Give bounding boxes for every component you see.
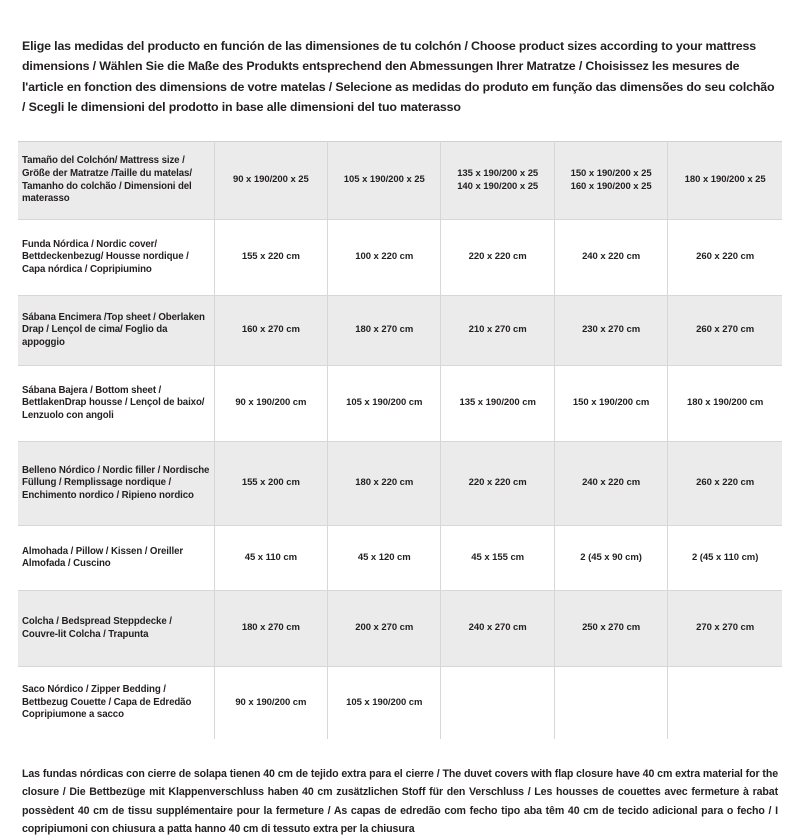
cell-top-sheet-180: 260 x 270 cm xyxy=(667,295,782,366)
cell-bottom-sheet-180: 180 x 190/200 cm xyxy=(667,365,782,442)
header-col-1-line1: 90 x 190/200 x 25 xyxy=(233,174,309,186)
table-row: Colcha / Bedspread Steppdecke / Couvre-l… xyxy=(18,590,782,667)
cell-pillow-135: 45 x 155 cm xyxy=(440,525,555,591)
row-label-pillow: Almohada / Pillow / Kissen / Oreiller Al… xyxy=(18,525,215,591)
cell-bottom-sheet-135: 135 x 190/200 cm xyxy=(440,365,555,442)
cell-bedspread-105: 200 x 270 cm xyxy=(327,590,441,667)
cell-nordic-cover-135: 220 x 220 cm xyxy=(440,219,555,296)
cell-nordic-cover-105: 100 x 220 cm xyxy=(327,219,441,296)
header-col-2-line1: 105 x 190/200 x 25 xyxy=(343,174,425,186)
cell-bedspread-150: 250 x 270 cm xyxy=(553,590,668,667)
header-col-2: 105 x 190/200 x 25 xyxy=(327,141,441,220)
product-size-guide-page: Elige las medidas del producto en funció… xyxy=(18,39,782,835)
cell-zipper-bedding-135 xyxy=(440,666,555,739)
cell-top-sheet-105: 180 x 270 cm xyxy=(327,295,441,366)
header-label-cell: Tamaño del Colchón/ Mattress size / Größ… xyxy=(18,141,215,220)
header-col-3-line1: 135 x 190/200 x 25 xyxy=(457,168,539,180)
cell-bottom-sheet-90: 90 x 190/200 cm xyxy=(213,365,328,442)
cell-nordic-filler-180: 260 x 220 cm xyxy=(667,441,782,526)
intro-paragraph: Elige las medidas del producto en funció… xyxy=(22,39,775,114)
row-label-bedspread: Colcha / Bedspread Steppdecke / Couvre-l… xyxy=(18,590,215,667)
cell-zipper-bedding-105: 105 x 190/200 cm xyxy=(327,666,441,739)
cell-pillow-105: 45 x 120 cm xyxy=(327,525,441,591)
cell-pillow-90: 45 x 110 cm xyxy=(213,525,328,591)
cell-nordic-cover-90: 155 x 220 cm xyxy=(213,219,328,296)
cell-nordic-filler-150: 240 x 220 cm xyxy=(553,441,668,526)
header-col-3-line2: 140 x 190/200 x 25 xyxy=(457,180,539,192)
header-col-3: 135 x 190/200 x 25 140 x 190/200 x 25 xyxy=(440,141,555,220)
row-label-zipper-bedding: Saco Nórdico / Zipper Bedding / Bettbezu… xyxy=(18,666,215,739)
row-label-nordic-cover: Funda Nórdica / Nordic cover/ Bettdecken… xyxy=(18,219,215,296)
cell-bedspread-180: 270 x 270 cm xyxy=(667,590,782,667)
mattress-size-table: Tamaño del Colchón/ Mattress size / Größ… xyxy=(18,141,782,739)
cell-zipper-bedding-150 xyxy=(553,666,668,739)
row-label-top-sheet: Sábana Encimera /Top sheet / Oberlaken D… xyxy=(18,295,215,366)
footnote-paragraph: Las fundas nórdicas con cierre de solapa… xyxy=(22,768,778,835)
table-header-row: Tamaño del Colchón/ Mattress size / Größ… xyxy=(18,141,782,220)
row-label-nordic-filler: Belleno Nórdico / Nordic filler / Nordis… xyxy=(18,441,215,526)
cell-zipper-bedding-90: 90 x 190/200 cm xyxy=(213,666,328,739)
cell-bottom-sheet-150: 150 x 190/200 cm xyxy=(553,365,668,442)
header-col-5-line1: 180 x 190/200 x 25 xyxy=(684,174,766,186)
table-row: Sábana Encimera /Top sheet / Oberlaken D… xyxy=(18,295,782,366)
cell-nordic-filler-105: 180 x 220 cm xyxy=(327,441,441,526)
table-row: Sábana Bajera / Bottom sheet / Bettlaken… xyxy=(18,365,782,442)
table-row: Almohada / Pillow / Kissen / Oreiller Al… xyxy=(18,525,782,591)
cell-nordic-filler-135: 220 x 220 cm xyxy=(440,441,555,526)
table-row: Saco Nórdico / Zipper Bedding / Bettbezu… xyxy=(18,666,782,739)
table-row: Belleno Nórdico / Nordic filler / Nordis… xyxy=(18,441,782,526)
cell-pillow-180: 2 (45 x 110 cm) xyxy=(667,525,782,591)
header-col-4: 150 x 190/200 x 25 160 x 190/200 x 25 xyxy=(553,141,668,220)
row-label-bottom-sheet: Sábana Bajera / Bottom sheet / Bettlaken… xyxy=(18,365,215,442)
header-col-4-line1: 150 x 190/200 x 25 xyxy=(570,168,652,180)
cell-bedspread-135: 240 x 270 cm xyxy=(440,590,555,667)
header-col-5: 180 x 190/200 x 25 xyxy=(667,141,782,220)
cell-top-sheet-90: 160 x 270 cm xyxy=(213,295,328,366)
cell-top-sheet-150: 230 x 270 cm xyxy=(553,295,668,366)
cell-bottom-sheet-105: 105 x 190/200 cm xyxy=(327,365,441,442)
cell-pillow-150: 2 (45 x 90 cm) xyxy=(553,525,668,591)
cell-zipper-bedding-180 xyxy=(667,666,782,739)
table-row: Funda Nórdica / Nordic cover/ Bettdecken… xyxy=(18,219,782,296)
cell-nordic-filler-90: 155 x 200 cm xyxy=(213,441,328,526)
cell-top-sheet-135: 210 x 270 cm xyxy=(440,295,555,366)
header-col-1: 90 x 190/200 x 25 xyxy=(213,141,328,220)
header-col-4-line2: 160 x 190/200 x 25 xyxy=(570,180,652,192)
cell-bedspread-90: 180 x 270 cm xyxy=(213,590,328,667)
cell-nordic-cover-150: 240 x 220 cm xyxy=(553,219,668,296)
cell-nordic-cover-180: 260 x 220 cm xyxy=(667,219,782,296)
